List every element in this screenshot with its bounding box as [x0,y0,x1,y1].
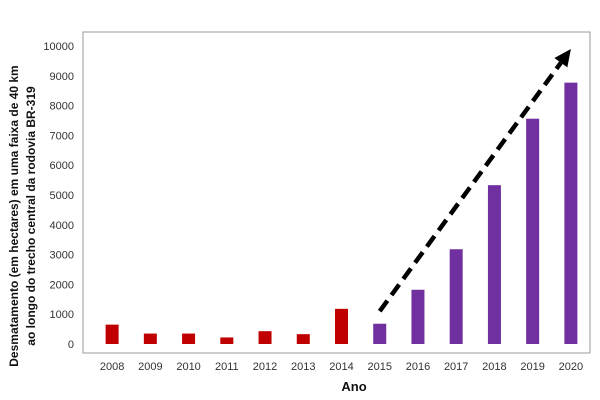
x-tick-label: 2013 [291,361,315,373]
y-tick-label: 1000 [50,309,74,321]
y-tick-label: 7000 [50,130,74,142]
y-axis-label: Desmatamento (em hectares) em uma faixa … [7,65,38,366]
y-axis-label-line-2: ao longo do trecho central da rodovia BR… [24,86,38,346]
trend-arrow [377,48,571,313]
x-tick-label: 2015 [367,361,391,373]
y-tick-label: 0 [68,339,74,351]
x-axis-label: Ano [341,379,366,394]
x-tick-label: 2020 [559,361,583,373]
y-tick-label: 2000 [50,279,74,291]
bar-2018 [487,185,501,344]
y-tick-label: 6000 [50,160,74,172]
x-tick-label: 2014 [329,361,353,373]
y-tick-label: 8000 [50,101,74,113]
bar-2016 [411,289,425,344]
y-axis-label-line-1: Desmatamento (em hectares) em uma faixa … [7,65,21,366]
trend-arrow-head [554,48,571,68]
x-tick-label: 2008 [100,361,124,373]
plot-frame [82,31,591,354]
bar-2011 [220,337,234,344]
x-tick-label: 2011 [215,361,239,373]
bar-2010 [182,333,196,344]
y-tick-label: 4000 [50,220,74,232]
bar-2020 [564,82,578,345]
y-tick-label: 3000 [50,250,74,262]
bar-2009 [143,333,157,344]
bar-2014 [335,308,348,344]
bar-2015 [373,323,387,344]
bar-2013 [296,334,310,344]
x-tick-label: 2018 [482,361,506,373]
x-tick-label: 2016 [406,361,430,373]
x-tick-label: 2009 [138,361,162,373]
bars [105,82,578,345]
y-tick-label: 10000 [43,41,74,53]
x-axis-ticks: 2008 2009 2010 2011 2012 2013 2014 2015 2016 2017… [100,361,583,373]
x-tick-label: 2019 [520,361,544,373]
bar-2008 [105,324,119,344]
bar-2012 [258,331,272,344]
x-tick-label: 2017 [444,361,468,373]
x-tick-label: 2012 [253,361,277,373]
bar-2017 [449,249,463,344]
x-tick-label: 2010 [176,361,200,373]
y-tick-label: 9000 [50,71,74,83]
y-axis-ticks: 0 1000 2000 3000 4000 5000 6000 7000 8000 9000 100… [43,41,74,351]
trend-arrow-shaft [377,61,563,313]
y-tick-label: 5000 [50,190,74,202]
bar-2019 [526,118,540,344]
